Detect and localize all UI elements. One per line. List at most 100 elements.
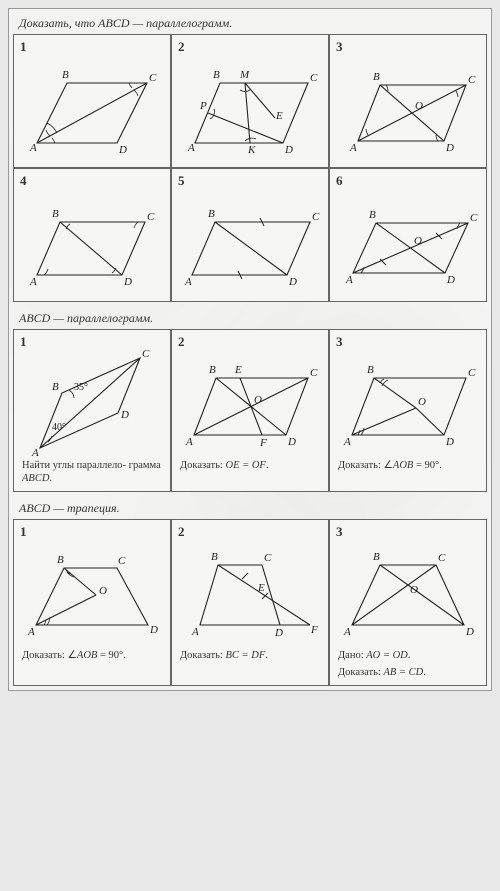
svg-text:35°: 35° — [74, 382, 88, 393]
s2-task-3: Доказать: ∠AOB = 90°. — [334, 458, 482, 475]
s3-fig-1: A B C D O — [18, 538, 166, 648]
s1-fig-1: A B C D — [18, 53, 166, 163]
worksheet-page: Доказать, что ABCD — параллелограмм. 1 A — [8, 8, 492, 691]
s2-cell-2: 2 A B C D E F O Доказать: OE = OF. — [171, 329, 329, 492]
svg-text:C: C — [142, 348, 150, 360]
svg-text:D: D — [120, 409, 129, 421]
s2-num-2: 2 — [178, 334, 185, 350]
svg-text:A: A — [343, 436, 351, 448]
svg-text:D: D — [446, 274, 455, 286]
s1-fig-2: A B C D P M K E — [176, 53, 324, 163]
svg-text:A: A — [184, 276, 192, 288]
s1-fig-5: A B C D — [176, 187, 324, 297]
s1-num-6: 6 — [336, 173, 343, 189]
svg-text:C: C — [438, 552, 446, 564]
s2-num-3: 3 — [336, 334, 343, 350]
svg-text:C: C — [468, 367, 476, 379]
svg-text:D: D — [465, 626, 474, 638]
s3-task-2: Доказать: BC = DF. — [176, 648, 324, 665]
s2-title-post: — параллелограмм. — [50, 311, 153, 325]
svg-text:O: O — [410, 584, 418, 596]
s3-fig-2: A B C D E F — [176, 538, 324, 648]
s1-num-2: 2 — [178, 39, 185, 55]
svg-text:O: O — [414, 235, 422, 247]
svg-text:M: M — [239, 69, 250, 81]
section2-grid: 1 35° 40° A B C D Найти углы параллело- … — [13, 329, 487, 492]
svg-text:O: O — [415, 100, 423, 112]
s3-cell-2: 2 A B C D E F Доказать: BC — [171, 519, 329, 686]
section3-grid: 1 A B C D O Доказать: ∠AOB — [13, 519, 487, 686]
s3-num-2: 2 — [178, 524, 185, 540]
s1-num-5: 5 — [178, 173, 185, 189]
svg-text:B: B — [373, 551, 380, 563]
svg-text:B: B — [367, 364, 374, 376]
s1-title-post: — параллелограмм. — [130, 16, 233, 30]
s2-fig-1: 35° 40° A B C D — [18, 348, 166, 458]
svg-text:E: E — [234, 364, 242, 376]
svg-text:B: B — [213, 69, 220, 81]
svg-text:E: E — [257, 582, 265, 594]
s3-cell-3: 3 A B C D O Дано: AO = OD. Доказать: AB … — [329, 519, 487, 686]
lblC: C — [149, 72, 157, 84]
s1-title-pre: Доказать, что — [19, 16, 98, 30]
svg-text:O: O — [418, 396, 426, 408]
s2-cell-1: 1 35° 40° A B C D Найти углы параллело- … — [13, 329, 171, 492]
s3-task-3a: Дано: AO = OD. — [334, 648, 482, 665]
s1-num-3: 3 — [336, 39, 343, 55]
s3-cell-1: 1 A B C D O Доказать: ∠AOB — [13, 519, 171, 686]
svg-text:A: A — [191, 626, 199, 638]
s3-task-1: Доказать: ∠AOB = 90°. — [18, 648, 166, 665]
section1-title: Доказать, что ABCD — параллелограмм. — [13, 13, 487, 34]
svg-text:A: A — [345, 274, 353, 286]
s2-cell-3: 3 A B C D O Док — [329, 329, 487, 492]
lblA: A — [29, 142, 37, 154]
svg-text:A: A — [27, 626, 35, 638]
svg-text:A: A — [31, 447, 39, 459]
svg-text:D: D — [288, 276, 297, 288]
svg-text:A: A — [187, 142, 195, 154]
svg-text:B: B — [208, 208, 215, 220]
svg-text:O: O — [99, 585, 107, 597]
section3-title: ABCD — трапеция. — [13, 498, 487, 519]
svg-text:D: D — [287, 436, 296, 448]
svg-text:B: B — [52, 208, 59, 220]
svg-text:B: B — [57, 554, 64, 566]
svg-text:C: C — [312, 211, 320, 223]
s1-cell-1: 1 A B C D — [13, 34, 171, 168]
s2-num-1: 1 — [20, 334, 27, 350]
lblB: B — [62, 69, 69, 81]
s2-fig-3: A B C D O — [334, 348, 482, 458]
s3-title-em: ABCD — [19, 501, 50, 515]
svg-text:D: D — [445, 436, 454, 448]
svg-text:F: F — [259, 437, 267, 449]
svg-text:D: D — [284, 144, 293, 156]
s2-task-2: Доказать: OE = OF. — [176, 458, 324, 475]
svg-text:C: C — [264, 552, 272, 564]
s1-cell-4: 4 A B C D — [13, 168, 171, 302]
svg-text:D: D — [445, 142, 454, 154]
s3-task-3b: Доказать: AB = CD. — [334, 665, 482, 682]
svg-text:A: A — [185, 436, 193, 448]
s1-title-em: ABCD — [98, 16, 129, 30]
svg-text:B: B — [52, 381, 59, 393]
svg-text:D: D — [274, 627, 283, 639]
s1-num-4: 4 — [20, 173, 27, 189]
s1-cell-5: 5 A B C D — [171, 168, 329, 302]
s1-fig-3: A B C D O — [334, 53, 482, 163]
svg-text:C: C — [310, 367, 318, 379]
section1-grid: 1 A B C D — [13, 34, 487, 302]
svg-text:D: D — [149, 624, 158, 636]
svg-text:B: B — [209, 364, 216, 376]
svg-text:K: K — [247, 144, 256, 156]
svg-text:A: A — [349, 142, 357, 154]
svg-text:C: C — [470, 212, 478, 224]
svg-text:40°: 40° — [52, 422, 66, 433]
svg-text:C: C — [118, 555, 126, 567]
s3-num-3: 3 — [336, 524, 343, 540]
svg-text:B: B — [211, 551, 218, 563]
svg-text:A: A — [29, 276, 37, 288]
svg-text:C: C — [310, 72, 318, 84]
s2-task-1: Найти углы параллело- грамма ABCD. — [18, 458, 166, 487]
s1-fig-4: A B C D — [18, 187, 166, 297]
s1-cell-3: 3 A B C D O — [329, 34, 487, 168]
